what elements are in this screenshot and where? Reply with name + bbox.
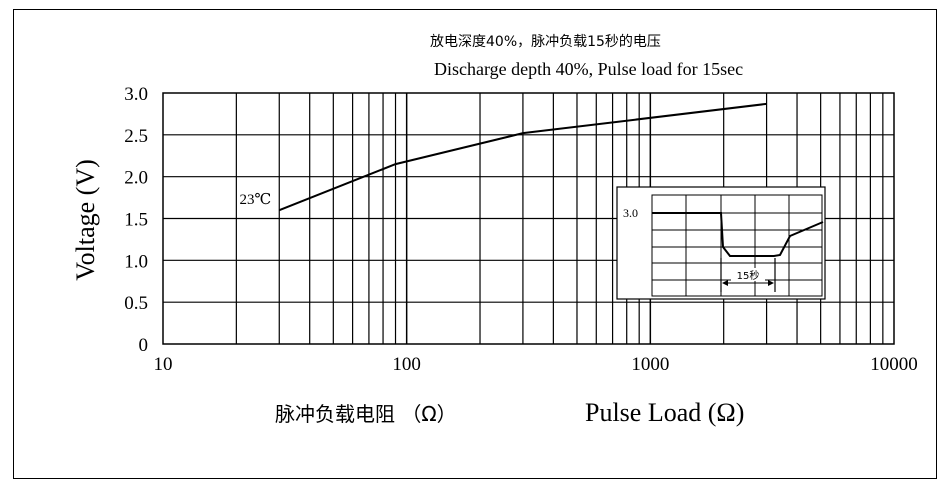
y-tick-label: 2.0 bbox=[124, 168, 148, 189]
inset-plot bbox=[651, 194, 823, 297]
y-tick-label: 2.5 bbox=[124, 126, 148, 147]
inset-voltage-trace bbox=[652, 212, 824, 257]
y-tick-labels: 3.0 2.5 2.0 1.5 1.0 0.5 0 bbox=[124, 84, 148, 356]
series-label: 23℃ bbox=[239, 192, 271, 208]
chart-title-cn: 放电深度40%，脉冲负载15秒的电压 bbox=[430, 34, 661, 50]
x-tick-label: 1000 bbox=[631, 354, 669, 375]
inset-pulse-label: 15秒 bbox=[737, 269, 760, 282]
series-group: 23℃ bbox=[239, 102, 767, 212]
x-tick-labels: 10 100 1000 10000 bbox=[154, 354, 918, 375]
grid bbox=[163, 93, 894, 344]
chart-title-en: Discharge depth 40%, Pulse load for 15se… bbox=[434, 59, 743, 79]
y-axis-label: Voltage (V) bbox=[71, 159, 100, 281]
x-tick-label: 10 bbox=[154, 354, 173, 375]
x-tick-label: 100 bbox=[392, 354, 421, 375]
y-tick-label: 1.5 bbox=[124, 210, 148, 231]
y-tick-label: 0.5 bbox=[124, 293, 148, 314]
pulse-inset: 3.0 15秒 bbox=[616, 186, 826, 300]
x-axis-label-en: Pulse Load (Ω) bbox=[585, 398, 744, 427]
series-line bbox=[278, 102, 767, 212]
y-tick-label: 1.0 bbox=[124, 251, 148, 272]
y-tick-label: 3.0 bbox=[124, 84, 148, 105]
inset-pulse-label-bg bbox=[731, 268, 765, 281]
x-axis-label-cn: 脉冲负载电阻 （Ω） bbox=[275, 402, 457, 426]
inset-voltage-label: 3.0 bbox=[623, 206, 638, 220]
y-tick-label: 0 bbox=[139, 335, 149, 356]
x-tick-label: 10000 bbox=[870, 354, 918, 375]
